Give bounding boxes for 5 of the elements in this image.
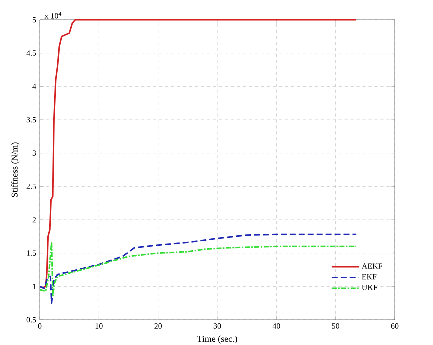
line-series [39,234,358,304]
y-axis-title: Stiffness (N/m) [11,142,20,198]
x-axis-title: Time (sec.) [197,336,238,344]
line-series [39,241,358,298]
line-series [39,19,358,289]
